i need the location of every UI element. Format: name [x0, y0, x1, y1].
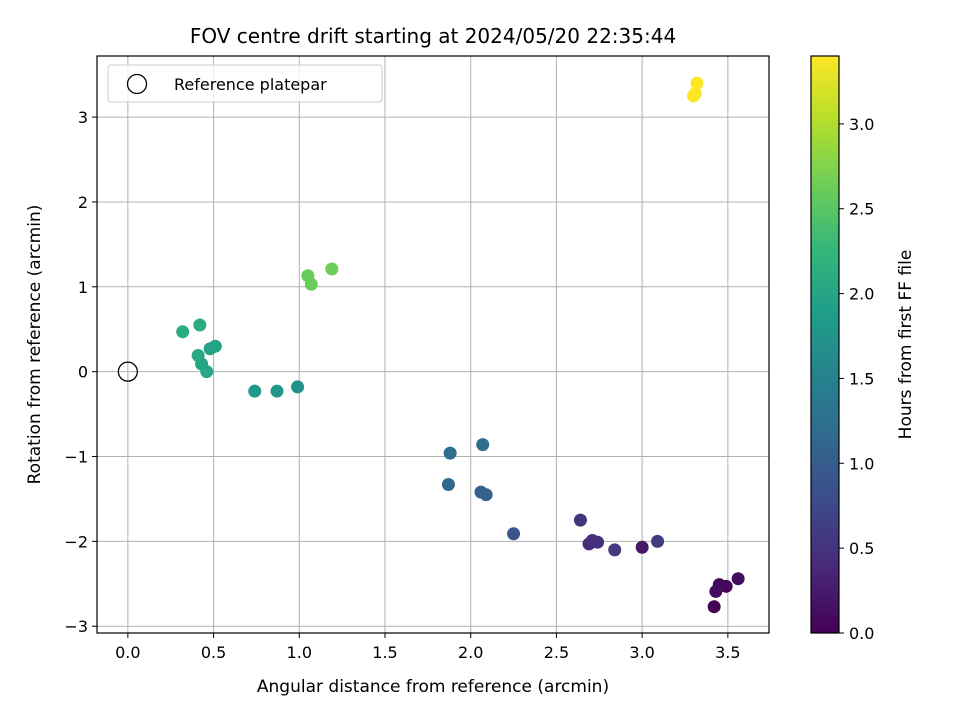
data-point [443, 446, 457, 460]
data-point [476, 438, 490, 452]
colorbar-tick-label: 1.5 [849, 369, 874, 388]
legend-entry: Reference platepar [174, 75, 327, 94]
data-point [441, 478, 455, 492]
x-tick-label: 0.0 [115, 643, 140, 662]
legend: Reference platepar [107, 64, 383, 103]
data-point [635, 540, 649, 554]
data-point [573, 513, 587, 527]
legend-marker [126, 73, 148, 95]
x-tick-label: 3.0 [629, 643, 654, 662]
plot-frame [96, 55, 770, 634]
colorbar-gradient [810, 55, 840, 634]
data-point [176, 325, 190, 339]
data-point [304, 277, 318, 291]
data-point [270, 384, 284, 398]
data-point [651, 534, 665, 548]
data-point [291, 380, 305, 394]
data-point [707, 600, 721, 614]
x-axis: 0.0 0.5 1.0 1.5 2.0 2.5 3.0 3.5 [115, 633, 741, 662]
data-point [688, 86, 702, 100]
data-point [709, 584, 723, 598]
colorbar-tick-label: 0.5 [849, 539, 874, 558]
data-point [507, 527, 521, 541]
data-point [203, 342, 217, 356]
colorbar: 0.0 0.5 1.0 1.5 2.0 2.5 3.0 Hours from first F… [810, 55, 916, 643]
data-point [248, 384, 262, 398]
colorbar-tick-label: 0.0 [849, 624, 874, 643]
colorbar-tick-label: 2.5 [849, 200, 874, 219]
reference-point [117, 361, 139, 382]
y-tick-label: 3 [78, 108, 88, 127]
y-axis: −3 −2 −1 0 1 2 3 [64, 108, 97, 636]
data-point [731, 572, 745, 586]
colorbar-tick-label: 1.0 [849, 454, 874, 473]
y-tick-label: −2 [64, 532, 88, 551]
data-point [191, 349, 205, 363]
data-point [591, 535, 605, 549]
y-tick-label: 2 [78, 193, 88, 212]
x-tick-label: 1.0 [287, 643, 312, 662]
y-tick-label: 0 [78, 363, 88, 382]
data-point [608, 543, 622, 557]
colorbar-tick-label: 2.0 [849, 285, 874, 304]
y-tick-label: −3 [64, 617, 88, 636]
x-axis-label: Angular distance from reference (arcmin) [257, 677, 609, 697]
y-tick-label: 1 [78, 278, 88, 297]
x-tick-label: 2.5 [544, 643, 569, 662]
colorbar-tick-label: 3.0 [849, 115, 874, 134]
y-tick-label: −1 [64, 448, 88, 467]
x-tick-label: 2.0 [458, 643, 483, 662]
data-point [200, 365, 214, 379]
data-point [325, 262, 339, 276]
colorbar-label: Hours from first FF file [896, 250, 916, 440]
y-axis-label: Rotation from reference (arcmin) [25, 205, 45, 485]
colorbar-ticks: 0.0 0.5 1.0 1.5 2.0 2.5 3.0 [839, 115, 874, 643]
x-tick-label: 0.5 [201, 643, 226, 662]
x-tick-label: 1.5 [372, 643, 397, 662]
data-point [193, 318, 207, 332]
data-point [479, 488, 493, 502]
reference-marker [117, 361, 139, 382]
data-point [690, 76, 704, 90]
data-points [176, 76, 745, 614]
chart-title: FOV centre drift starting at 2024/05/20 … [190, 24, 676, 48]
grid [97, 56, 769, 633]
legend-box [107, 64, 383, 103]
x-tick-label: 3.5 [715, 643, 740, 662]
